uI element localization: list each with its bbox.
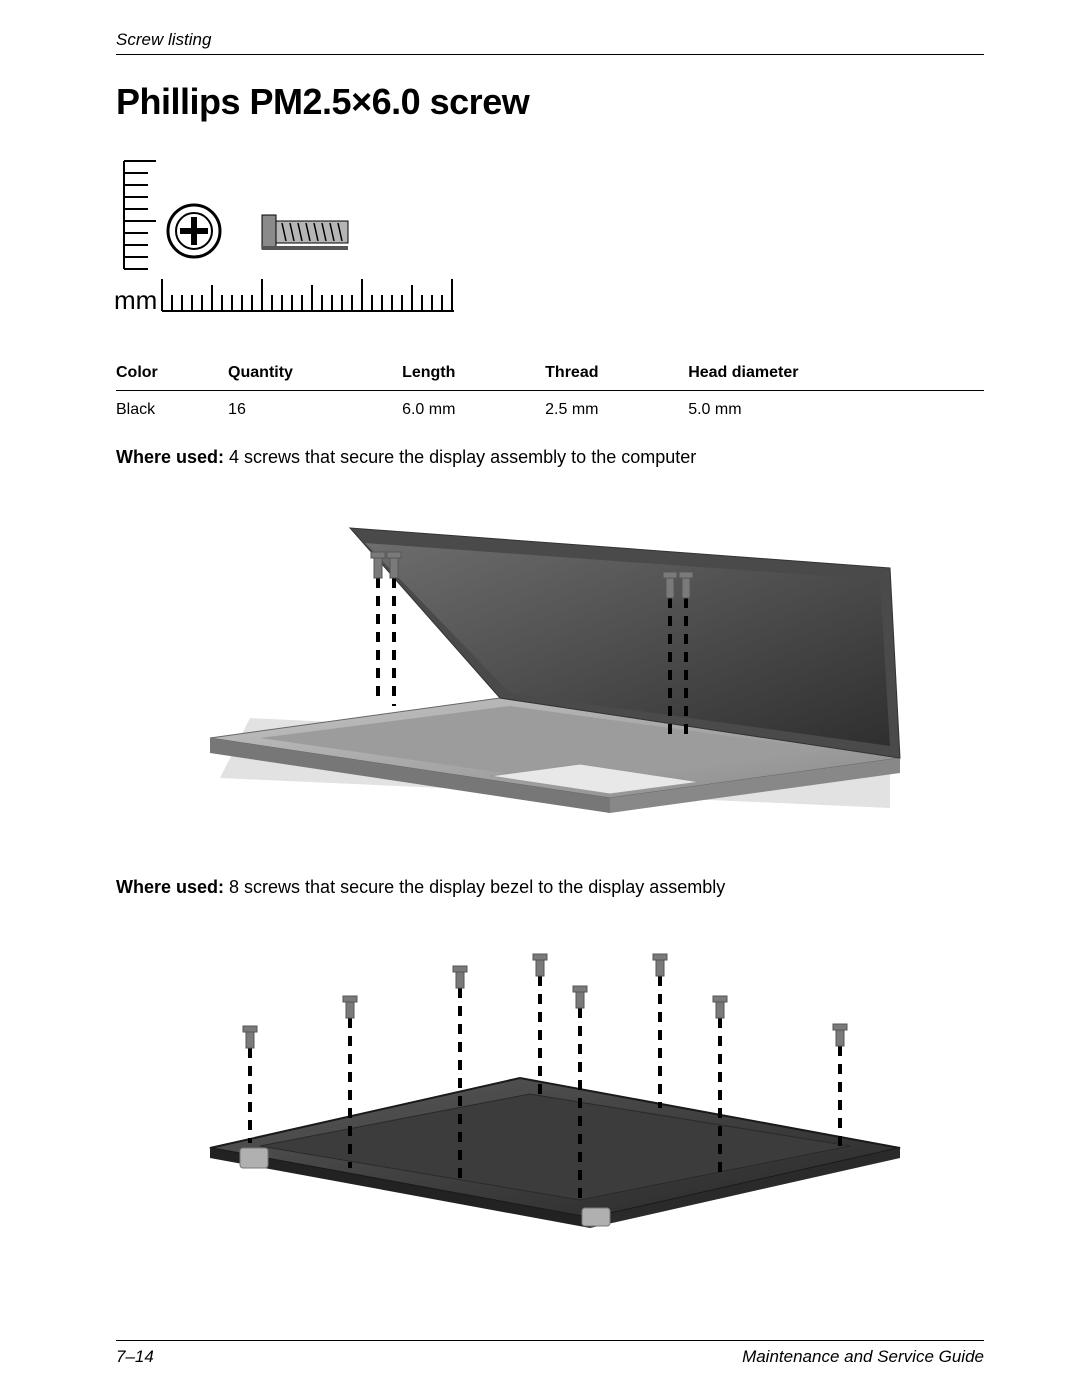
table-row: Black 16 6.0 mm 2.5 mm 5.0 mm bbox=[116, 391, 984, 426]
col-length: Length bbox=[402, 358, 545, 391]
guide-title: Maintenance and Service Guide bbox=[742, 1347, 984, 1367]
page-number: 7–14 bbox=[116, 1347, 154, 1367]
cell-head-diameter: 5.0 mm bbox=[688, 391, 984, 426]
mm-label: mm bbox=[114, 285, 157, 315]
where-used-label: Where used: bbox=[116, 877, 224, 897]
cell-thread: 2.5 mm bbox=[545, 391, 688, 426]
col-color: Color bbox=[116, 358, 228, 391]
figure-display-assembly bbox=[116, 488, 984, 833]
header-rule bbox=[116, 54, 984, 55]
cell-quantity: 16 bbox=[228, 391, 402, 426]
where-used-label: Where used: bbox=[116, 447, 224, 467]
footer-rule bbox=[116, 1340, 984, 1341]
col-head-diameter: Head diameter bbox=[688, 358, 984, 391]
col-quantity: Quantity bbox=[228, 358, 402, 391]
page-title: Phillips PM2.5×6.0 screw bbox=[116, 81, 984, 123]
page-footer: 7–14 Maintenance and Service Guide bbox=[116, 1340, 984, 1367]
cell-color: Black bbox=[116, 391, 228, 426]
cell-length: 6.0 mm bbox=[402, 391, 545, 426]
spec-table: Color Quantity Length Thread Head diamet… bbox=[116, 358, 984, 425]
figure-display-bezel bbox=[116, 918, 984, 1233]
where-used-text: 8 screws that secure the display bezel t… bbox=[224, 877, 725, 897]
where-used-1: Where used: 4 screws that secure the dis… bbox=[116, 447, 984, 468]
col-thread: Thread bbox=[545, 358, 688, 391]
where-used-2: Where used: 8 screws that secure the dis… bbox=[116, 877, 984, 898]
where-used-text: 4 screws that secure the display assembl… bbox=[224, 447, 696, 467]
running-head: Screw listing bbox=[116, 30, 984, 50]
screw-diagram: mm bbox=[114, 151, 984, 336]
